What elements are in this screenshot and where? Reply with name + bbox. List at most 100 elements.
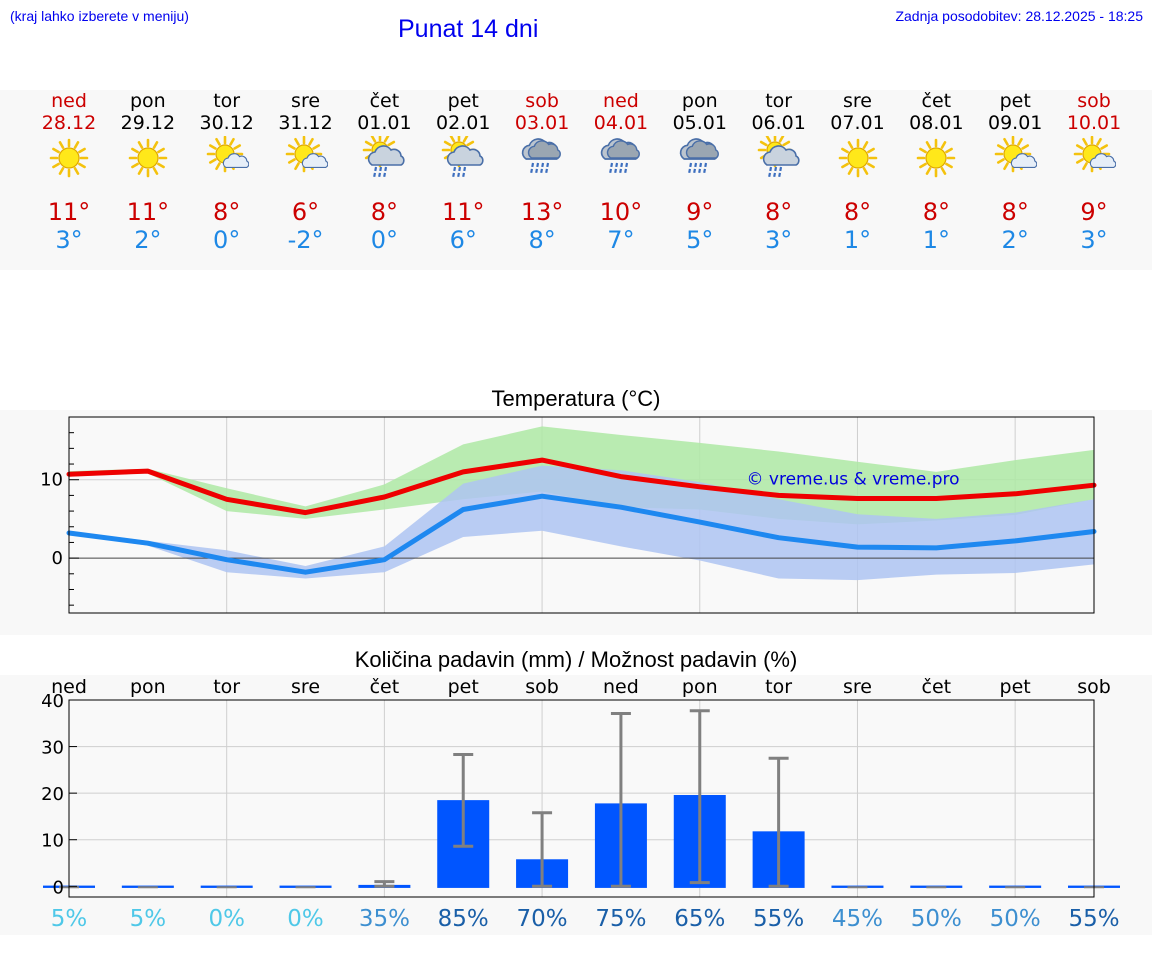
sun-ray [866, 147, 875, 154]
rain-drop [623, 162, 629, 175]
sun-ray [58, 167, 65, 175]
sun-icon [838, 138, 877, 178]
cloud-shape [527, 140, 562, 159]
x-category-label: pet [448, 676, 479, 698]
precip-probability: 45% [832, 906, 883, 932]
sun-ray [156, 147, 165, 154]
temperature-chart: 0 10 © vreme.us & vreme.pro [40, 416, 1097, 614]
max-temp: 8° [765, 198, 793, 226]
sun-shape [917, 138, 956, 178]
sun-ray [214, 162, 221, 171]
sun-ray [862, 141, 868, 149]
sun-cloud-rain-icon [757, 136, 800, 179]
min-temp: 3° [765, 226, 793, 254]
sun-ray [156, 162, 165, 169]
max-temp-line [66, 457, 1097, 516]
page-title: Punat 14 dni [398, 15, 539, 43]
precip-probability: 55% [1068, 906, 1119, 932]
day-date: 06.01 [751, 112, 806, 134]
sun-ray [287, 144, 296, 150]
precip-probability: 50% [911, 906, 962, 932]
y-tick-label: 20 [41, 784, 64, 805]
min-temp: 3° [55, 226, 83, 254]
day-name: ned [51, 90, 87, 112]
sun-cloud-icon [206, 136, 249, 173]
sun-ray [52, 147, 60, 154]
sun-ray [1076, 144, 1084, 150]
sun-ray [926, 167, 932, 175]
x-category-label: čet [370, 676, 400, 698]
sun-ray [919, 162, 928, 169]
x-category-label: sre [843, 676, 872, 698]
day-name: tor [765, 90, 793, 112]
min-temp: 1° [843, 226, 872, 254]
precip-probability: 75% [595, 906, 646, 932]
day-column: pon 05.01 9° 5° [661, 90, 739, 270]
sun-ray [293, 162, 300, 171]
sun-ray [208, 158, 217, 164]
sun-ray [137, 141, 144, 149]
sun-ray [73, 167, 80, 175]
min-temp: -2° [287, 226, 324, 254]
day-column: čet 08.01 8° 1° [897, 90, 975, 270]
min-temp: 6° [449, 226, 477, 254]
day-date: 01.01 [357, 112, 412, 134]
sun-ray [862, 167, 868, 175]
cloud-rain-icon [600, 138, 640, 175]
precip-probability: 0% [208, 906, 245, 932]
y-tick-label: 10 [40, 470, 63, 491]
day-name: pet [447, 90, 479, 112]
rain-shape [373, 166, 388, 179]
sun-shape [838, 138, 877, 178]
x-category-label: tor [213, 676, 240, 698]
min-temp: 1° [922, 226, 950, 254]
day-column: sob 03.01 13° 8° [503, 90, 581, 270]
sun-ray [941, 167, 947, 175]
sun-ray [466, 140, 475, 147]
sun-shape [128, 138, 168, 178]
sun-ray [371, 136, 377, 143]
cloud-outline [1089, 153, 1117, 168]
rain-shape [452, 166, 467, 179]
sun-ray [387, 140, 396, 147]
sun-ray [449, 136, 456, 143]
max-temp: 13° [520, 198, 564, 226]
rain-drop [378, 166, 383, 179]
day-date: 29.12 [120, 112, 176, 134]
forecast-days: ned 28.12 11° 3° pon 29.12 11° 2° tor 30.12 8° 0° sr… [0, 90, 1152, 270]
rain-drop [702, 162, 707, 175]
cloud-outline [685, 140, 719, 159]
min-temp: 8° [528, 226, 556, 254]
plot-frame [68, 416, 1095, 614]
cloud-outline [1011, 153, 1038, 168]
day-name: pon [681, 90, 718, 112]
day-date: 07.01 [830, 112, 885, 134]
sun-ray [1021, 144, 1030, 150]
sun-ray [840, 147, 849, 154]
cloud-outline [762, 145, 800, 166]
day-date: 08.01 [909, 112, 964, 134]
min-temp-range-band [69, 465, 1094, 581]
sun-ray [232, 144, 241, 150]
sun-ray [919, 147, 928, 154]
cloud-rain-icon [679, 138, 719, 175]
cloud-outline [527, 140, 562, 159]
y-tick-label: 10 [41, 831, 64, 852]
rain-drop [535, 162, 540, 175]
sun-disc [58, 147, 80, 169]
min-temp: 0° [370, 226, 399, 254]
sun-shape [49, 138, 89, 178]
precip-probability: 5% [130, 906, 167, 932]
min-temp: 3° [1080, 226, 1108, 254]
x-category-label: sob [525, 676, 559, 698]
day-date: 28.12 [41, 112, 97, 134]
y-tick-label: 40 [41, 691, 64, 712]
sun-ray [926, 141, 932, 149]
max-temp: 8° [843, 198, 872, 226]
day-column: pet 02.01 11° 6° [424, 90, 502, 270]
sun-ray [293, 137, 300, 146]
rain-shape [687, 162, 707, 175]
max-temp: 8° [1001, 198, 1029, 226]
precip-probability: 0% [287, 906, 324, 932]
